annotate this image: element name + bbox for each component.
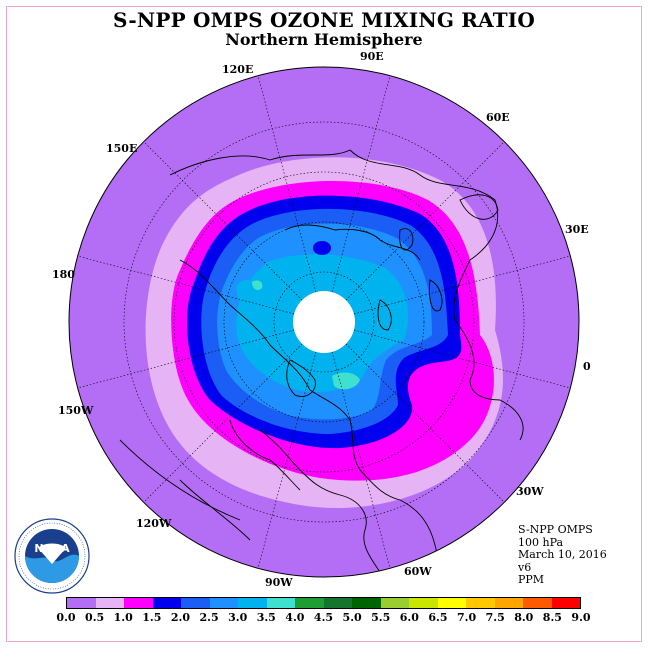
noaa-logo: NOAA	[14, 518, 90, 594]
lon-label-90w: 90W	[265, 576, 293, 589]
colorbar	[66, 597, 581, 609]
contour-low-patch	[313, 241, 331, 255]
colorbar-tick-label: 2.0	[170, 611, 191, 624]
longitude-lines	[77, 75, 571, 569]
map-title: S-NPP OMPS OZONE MIXING RATIO	[113, 8, 535, 32]
colorbar-tick-label: 3.0	[228, 611, 248, 624]
colorbar-tick-label: 6.5	[428, 611, 448, 624]
colorbar-swatch	[352, 598, 381, 608]
colorbar-tick-label: 3.5	[256, 611, 276, 624]
info-units: PPM	[518, 573, 545, 586]
colorbar-ticks: 0.0 0.5 1.0 1.5 2.0 2.5 3.0 3.5 4.0 4.5 5.0 5.5 6.0 6…	[0, 611, 648, 627]
colorbar-swatch	[67, 598, 96, 608]
meridian-line	[345, 343, 505, 503]
map-disc-outline	[68, 66, 580, 578]
meridian-line	[77, 329, 295, 389]
lon-label-60w: 60W	[404, 565, 432, 578]
info-level: 100 hPa	[518, 535, 564, 549]
colorbar-swatch	[551, 598, 580, 608]
meridian-line	[345, 141, 505, 301]
page-frame	[6, 6, 642, 642]
colorbar-swatch	[494, 598, 523, 608]
lon-label-180: 180	[52, 268, 75, 281]
colorbar-swatch	[266, 598, 295, 608]
info-date: March 10, 2016	[518, 548, 607, 561]
colorbar-tick-label: 7.0	[456, 611, 477, 624]
colorbar-swatch	[523, 598, 552, 608]
noaa-logo-text: NOAA	[34, 542, 70, 555]
colorbar-tick-label: 6.0	[399, 611, 419, 624]
info-block: S-NPP OMPS 100 hPa March 10, 2016 v6 PPM	[518, 523, 607, 587]
polar-gap	[293, 291, 355, 353]
meridian-line	[257, 351, 317, 569]
meridian-line	[331, 75, 391, 293]
lon-label-120w: 120W	[136, 517, 172, 530]
latitude-lines	[123, 121, 525, 523]
colorbar-tick-label: 5.5	[371, 611, 391, 624]
contour-3.5-patch-b	[252, 280, 263, 290]
colorbar-tick-label: 5.0	[342, 611, 362, 624]
colorbar-swatch	[295, 598, 324, 608]
colorbar-swatch	[437, 598, 466, 608]
colorbar-tick-label: 7.5	[485, 611, 505, 624]
meridian-line	[143, 343, 303, 503]
lon-label-150e: 150E	[106, 142, 138, 155]
lon-label-30e: 30E	[565, 223, 589, 236]
contour-3.5-patch-a	[332, 372, 360, 390]
colorbar-tick-label: 0.0	[56, 611, 76, 624]
colorbar-tick-label: 4.0	[285, 611, 305, 624]
meridian-line	[331, 351, 391, 569]
coastlines	[119, 149, 524, 576]
colorbar-swatch	[466, 598, 495, 608]
colorbar-tick-label: 1.0	[113, 611, 133, 624]
colorbar-tick-label: 1.5	[142, 611, 162, 624]
colorbar-tick-label: 2.5	[199, 611, 219, 624]
lon-label-120e: 120E	[222, 63, 254, 76]
colorbar-tick-label: 8.0	[514, 611, 534, 624]
colorbar-tick-label: 9.0	[571, 611, 591, 624]
colorbar-swatch	[124, 598, 153, 608]
colorbar-tick-label: 0.5	[85, 611, 105, 624]
colorbar-tick-label: 4.5	[313, 611, 334, 624]
colorbar-swatch	[181, 598, 210, 608]
lon-label-150w: 150W	[58, 404, 94, 417]
meridian-line	[353, 255, 571, 315]
colorbar-swatch	[409, 598, 438, 608]
lon-label-90e: 90E	[360, 50, 384, 63]
colorbar-swatch	[209, 598, 238, 608]
meridian-line	[353, 329, 571, 389]
map-subtitle: Northern Hemisphere	[225, 30, 423, 49]
lon-label-0: 0	[583, 360, 591, 373]
lon-label-60e: 60E	[486, 111, 510, 124]
colorbar-swatch	[380, 598, 409, 608]
colorbar-tick-label: 8.5	[542, 611, 562, 624]
meridian-line	[77, 255, 295, 315]
info-instrument: S-NPP OMPS	[518, 523, 593, 536]
lon-label-30w: 30W	[516, 485, 544, 498]
colorbar-swatch	[95, 598, 124, 608]
info-version: v6	[518, 560, 532, 574]
colorbar-swatch	[238, 598, 267, 608]
meridian-line	[143, 141, 303, 301]
colorbar-swatch	[152, 598, 181, 608]
colorbar-swatch	[323, 598, 352, 608]
meridian-line	[257, 75, 317, 293]
